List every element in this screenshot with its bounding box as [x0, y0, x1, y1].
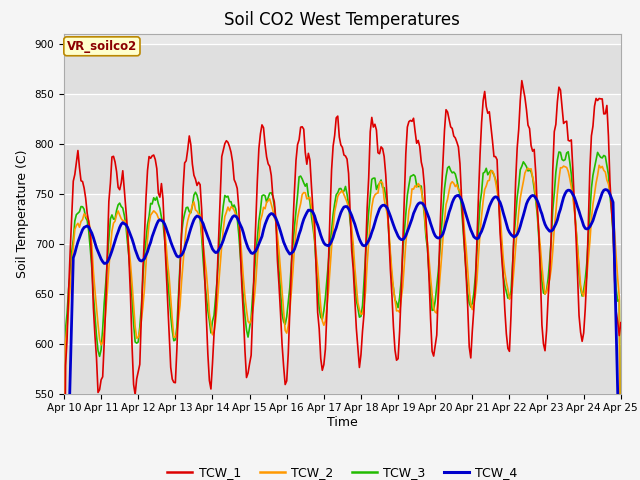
Bar	[64, 243, 621, 294]
Text: VR_soilco2: VR_soilco2	[67, 40, 137, 53]
Legend: TCW_1, TCW_2, TCW_3, TCW_4: TCW_1, TCW_2, TCW_3, TCW_4	[163, 461, 522, 480]
Bar	[64, 344, 621, 394]
Bar	[64, 144, 621, 193]
X-axis label: Time: Time	[327, 416, 358, 429]
Title: Soil CO2 West Temperatures: Soil CO2 West Temperatures	[225, 11, 460, 29]
Bar	[64, 44, 621, 94]
Y-axis label: Soil Temperature (C): Soil Temperature (C)	[16, 149, 29, 278]
